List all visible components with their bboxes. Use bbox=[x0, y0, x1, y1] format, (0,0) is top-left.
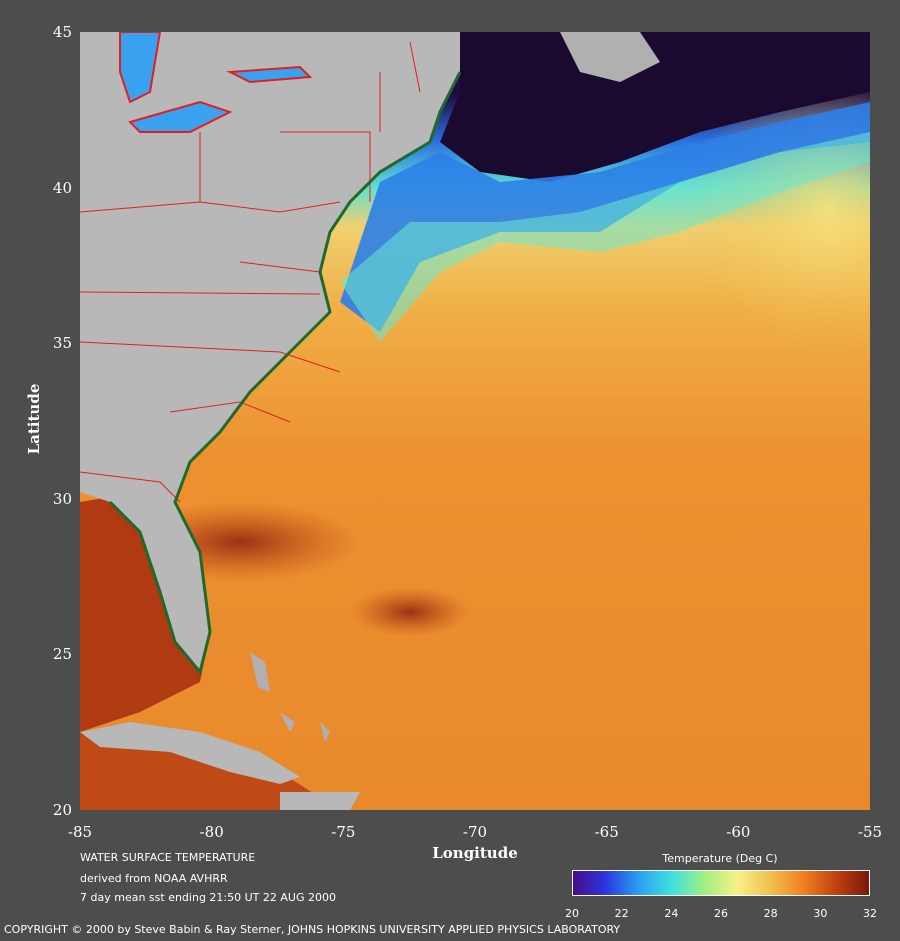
land-cuba bbox=[80, 722, 300, 784]
y-tick-label: 45 bbox=[52, 23, 72, 41]
coastline bbox=[108, 71, 462, 676]
sst-map bbox=[80, 32, 870, 810]
caption-period: 7 day mean sst ending 21:50 UT 22 AUG 20… bbox=[80, 891, 336, 904]
colorbar-tick-label: 24 bbox=[664, 907, 679, 920]
state-borders bbox=[80, 41, 421, 503]
colorbar-tick-label: 32 bbox=[863, 907, 877, 920]
colorbar-tick-label: 30 bbox=[813, 907, 828, 920]
lake-huron bbox=[119, 32, 162, 104]
caribbean bbox=[80, 732, 340, 810]
x-tick-label: -65 bbox=[594, 823, 619, 841]
copyright-notice: COPYRIGHT © 2000 by Steve Babin & Ray St… bbox=[4, 923, 621, 936]
y-axis-title: Latitude bbox=[25, 383, 43, 455]
land-bahamas bbox=[250, 652, 330, 742]
warm-core-patch-2 bbox=[350, 587, 470, 637]
colorbar-tick-label: 28 bbox=[763, 907, 778, 920]
y-tick-label: 40 bbox=[52, 178, 72, 197]
legend-title: Temperature (Deg C) bbox=[662, 852, 778, 865]
x-tick-label: -55 bbox=[857, 823, 883, 841]
caption-source: derived from NOAA AVHRR bbox=[80, 872, 228, 885]
land-nova-scotia bbox=[560, 32, 660, 82]
cyan-water-band bbox=[340, 132, 870, 342]
x-tick-label: -85 bbox=[67, 823, 93, 841]
x-tick-label: -80 bbox=[199, 823, 224, 841]
colorbar-tick-label: 22 bbox=[614, 907, 629, 920]
temperature-colorbar bbox=[572, 870, 870, 896]
x-tick-label: -75 bbox=[331, 823, 356, 841]
x-tick-label: -70 bbox=[462, 823, 488, 841]
y-tick-label: 30 bbox=[52, 489, 72, 508]
cold-water-north bbox=[440, 32, 870, 182]
lake-erie bbox=[128, 100, 233, 133]
land-hispaniola bbox=[280, 792, 360, 810]
y-tick-label: 35 bbox=[52, 334, 72, 353]
colorbar-tick-label: 20 bbox=[565, 907, 579, 920]
caption-title: WATER SURFACE TEMPERATURE bbox=[80, 851, 256, 864]
sst-map-image bbox=[80, 32, 870, 810]
x-tick-label: -60 bbox=[726, 823, 751, 841]
y-tick-label: 25 bbox=[52, 645, 72, 664]
x-axis-title: Longitude bbox=[432, 844, 518, 862]
colorbar-tick-label: 26 bbox=[714, 907, 728, 920]
lake-ontario bbox=[226, 65, 313, 84]
y-tick-label: 20 bbox=[52, 801, 72, 819]
